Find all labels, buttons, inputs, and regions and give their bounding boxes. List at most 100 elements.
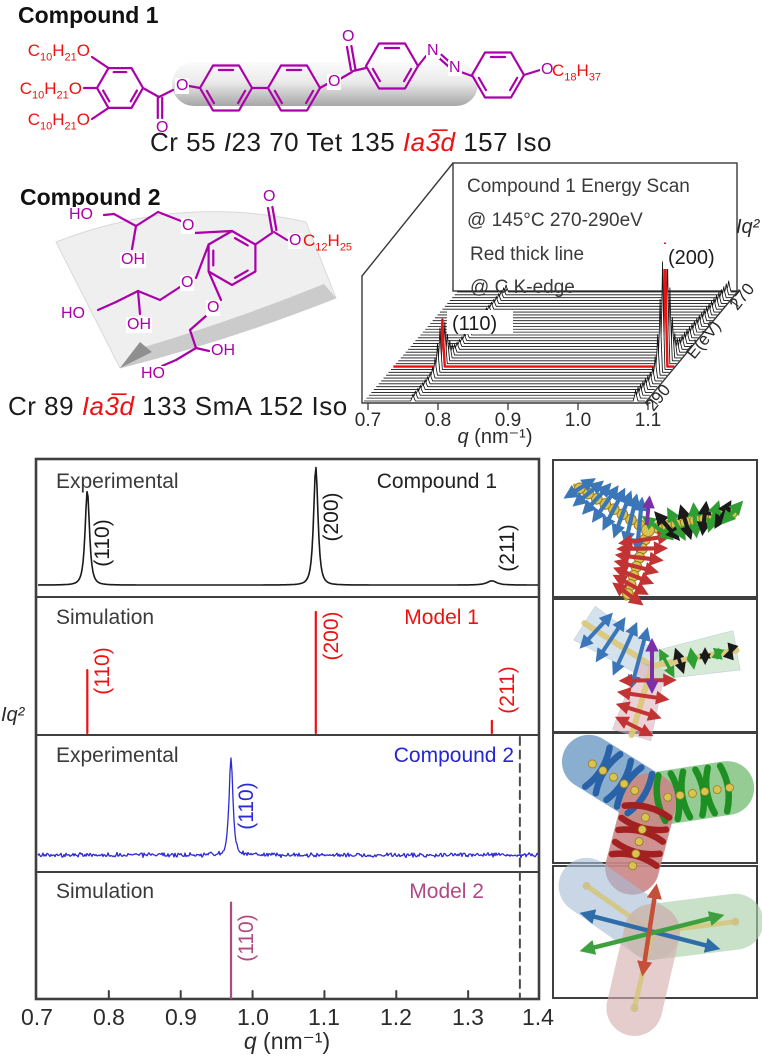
- peak-label-110: (110): [235, 914, 258, 962]
- q-axis-tick: 1.1: [634, 410, 662, 431]
- scan-trace: [449, 289, 731, 301]
- diffraction-panels-plot: [34, 457, 541, 1001]
- junction-render-2: [573, 605, 741, 742]
- compound1-phase-sequence: Cr 55 I23 70 Tet 135 Ia3̅d 157 Iso: [150, 127, 552, 157]
- hydroxyl-label: OH: [120, 251, 146, 268]
- compound2-title: Compound 2: [20, 184, 161, 210]
- peak-label-110: (110): [91, 519, 115, 567]
- junction-render-4: [558, 857, 762, 1036]
- scan-trace: [366, 386, 648, 399]
- panel1-left-label: Experimental: [56, 470, 179, 493]
- hydroxyl-label: OH: [126, 316, 152, 333]
- main-x-axis-title: q (nm⁻¹): [243, 1028, 331, 1054]
- peak-label-211: (211): [495, 524, 519, 572]
- ester-oxygen-atom: O: [288, 232, 303, 249]
- main-x-tick: 1.4: [522, 1004, 554, 1030]
- scan-trace: [383, 356, 665, 379]
- spectrum-curve-panel1: [38, 466, 538, 586]
- compound1-chain-label: C10H21O: [27, 110, 90, 133]
- peak-label-200: (200): [668, 247, 715, 269]
- scan-trace: [376, 375, 658, 388]
- peak-label-200: (200): [319, 492, 343, 542]
- q-axis-tick: 0.8: [424, 410, 452, 431]
- compound1-chain-label: C10H21O: [19, 79, 82, 102]
- ester-oxygen-atom: O: [175, 77, 190, 94]
- q-axis-tick: 0.7: [354, 410, 382, 431]
- main-x-tick: 0.8: [93, 1004, 125, 1030]
- main-x-tick: 0.9: [165, 1004, 197, 1030]
- scan-trace: [413, 332, 694, 345]
- scan-trace: [364, 389, 645, 402]
- hydroxyl-label: HO: [140, 365, 166, 382]
- peak-label-211: (211): [495, 666, 519, 714]
- peak-label-110: (110): [91, 647, 115, 695]
- ether-oxygen-atom: O: [181, 217, 196, 234]
- panel3-right-label: Compound 2: [393, 744, 514, 767]
- energy-scan-annotation: @ C K-edge: [470, 277, 575, 298]
- carbonyl-oxygen-atom: O: [262, 188, 277, 205]
- panel4-left-label: Simulation: [56, 880, 155, 903]
- carbonyl-oxygen-atom: O: [155, 119, 170, 136]
- scan-trace: [405, 338, 687, 353]
- panel2-left-label: Simulation: [56, 606, 155, 629]
- carbonyl-oxygen-atom: O: [341, 28, 356, 45]
- peak-label-110: (110): [452, 313, 498, 335]
- scan-trace: [415, 329, 697, 342]
- q-axis-title: q (nm⁻¹): [457, 426, 533, 448]
- scan-trace: [457, 280, 739, 293]
- energy-scan-y-axis-label: Iq²: [736, 216, 760, 238]
- ester-oxygen-atom: O: [327, 73, 342, 90]
- hydroxyl-label: OH: [210, 342, 236, 359]
- spectrum-curve-panel3: [37, 757, 539, 859]
- peak-label-110: (110): [235, 782, 258, 830]
- compound1-title: Compound 1: [18, 2, 159, 28]
- scan-trace: [444, 294, 726, 307]
- scan-trace: [439, 300, 721, 313]
- energy-scan-plot: [361, 162, 740, 411]
- scan-trace: [390, 261, 672, 370]
- scan-trace: [454, 283, 736, 296]
- compound1-structure: [82, 42, 542, 121]
- q-axis-tick: 0.9: [494, 410, 522, 431]
- compound1-chain-label: C10H21O: [27, 41, 90, 64]
- ether-oxygen-atom: O: [206, 299, 221, 316]
- azo-nitrogen-atom: N: [448, 59, 462, 76]
- junction-render-3: [561, 734, 755, 895]
- energy-scan-annotation: Compound 1 Energy Scan: [467, 176, 690, 197]
- compound2-tail-label: C12H25: [303, 231, 353, 254]
- panel3-left-label: Experimental: [56, 744, 179, 767]
- main-x-tick: 1.2: [380, 1004, 412, 1030]
- panel1-right-label: Compound 1: [376, 470, 497, 493]
- scan-trace: [417, 326, 699, 339]
- scan-trace: [442, 297, 724, 310]
- scan-trace: [386, 334, 668, 376]
- main-x-tick: 1.1: [308, 1004, 340, 1030]
- junction-render-1: [563, 478, 744, 606]
- ether-oxygen-atom: O: [180, 274, 195, 291]
- compound1-tail-label: C18H37: [552, 61, 602, 84]
- azo-nitrogen-atom: N: [426, 42, 440, 59]
- hydroxyl-label: HO: [60, 305, 86, 322]
- scan-trace: [373, 378, 655, 390]
- scan-trace: [378, 371, 660, 385]
- scan-trace: [452, 286, 734, 299]
- scan-trace: [381, 366, 663, 382]
- q-axis-tick: 1.0: [564, 410, 592, 431]
- scan-trace: [371, 380, 653, 393]
- energy-scan-annotation: @ 145°C 270-290eV: [467, 210, 643, 231]
- scan-trace: [408, 337, 690, 350]
- main-x-tick: 0.7: [21, 1004, 53, 1030]
- scan-trace: [410, 334, 692, 347]
- main-y-axis-label: Iq²: [1, 704, 25, 726]
- scan-trace: [388, 298, 670, 373]
- hydroxyl-label: HO: [68, 206, 94, 223]
- main-x-tick: 1.0: [237, 1004, 269, 1030]
- compound2-phase-sequence: Cr 89 Ia3̅d 133 SmA 152 Iso: [8, 391, 348, 421]
- waterfall-back-wall: [452, 162, 738, 292]
- scan-trace: [447, 291, 729, 304]
- energy-scan-annotation: Red thick line: [470, 244, 585, 265]
- ether-oxygen-atom: O: [540, 61, 555, 78]
- scan-trace: [368, 383, 650, 396]
